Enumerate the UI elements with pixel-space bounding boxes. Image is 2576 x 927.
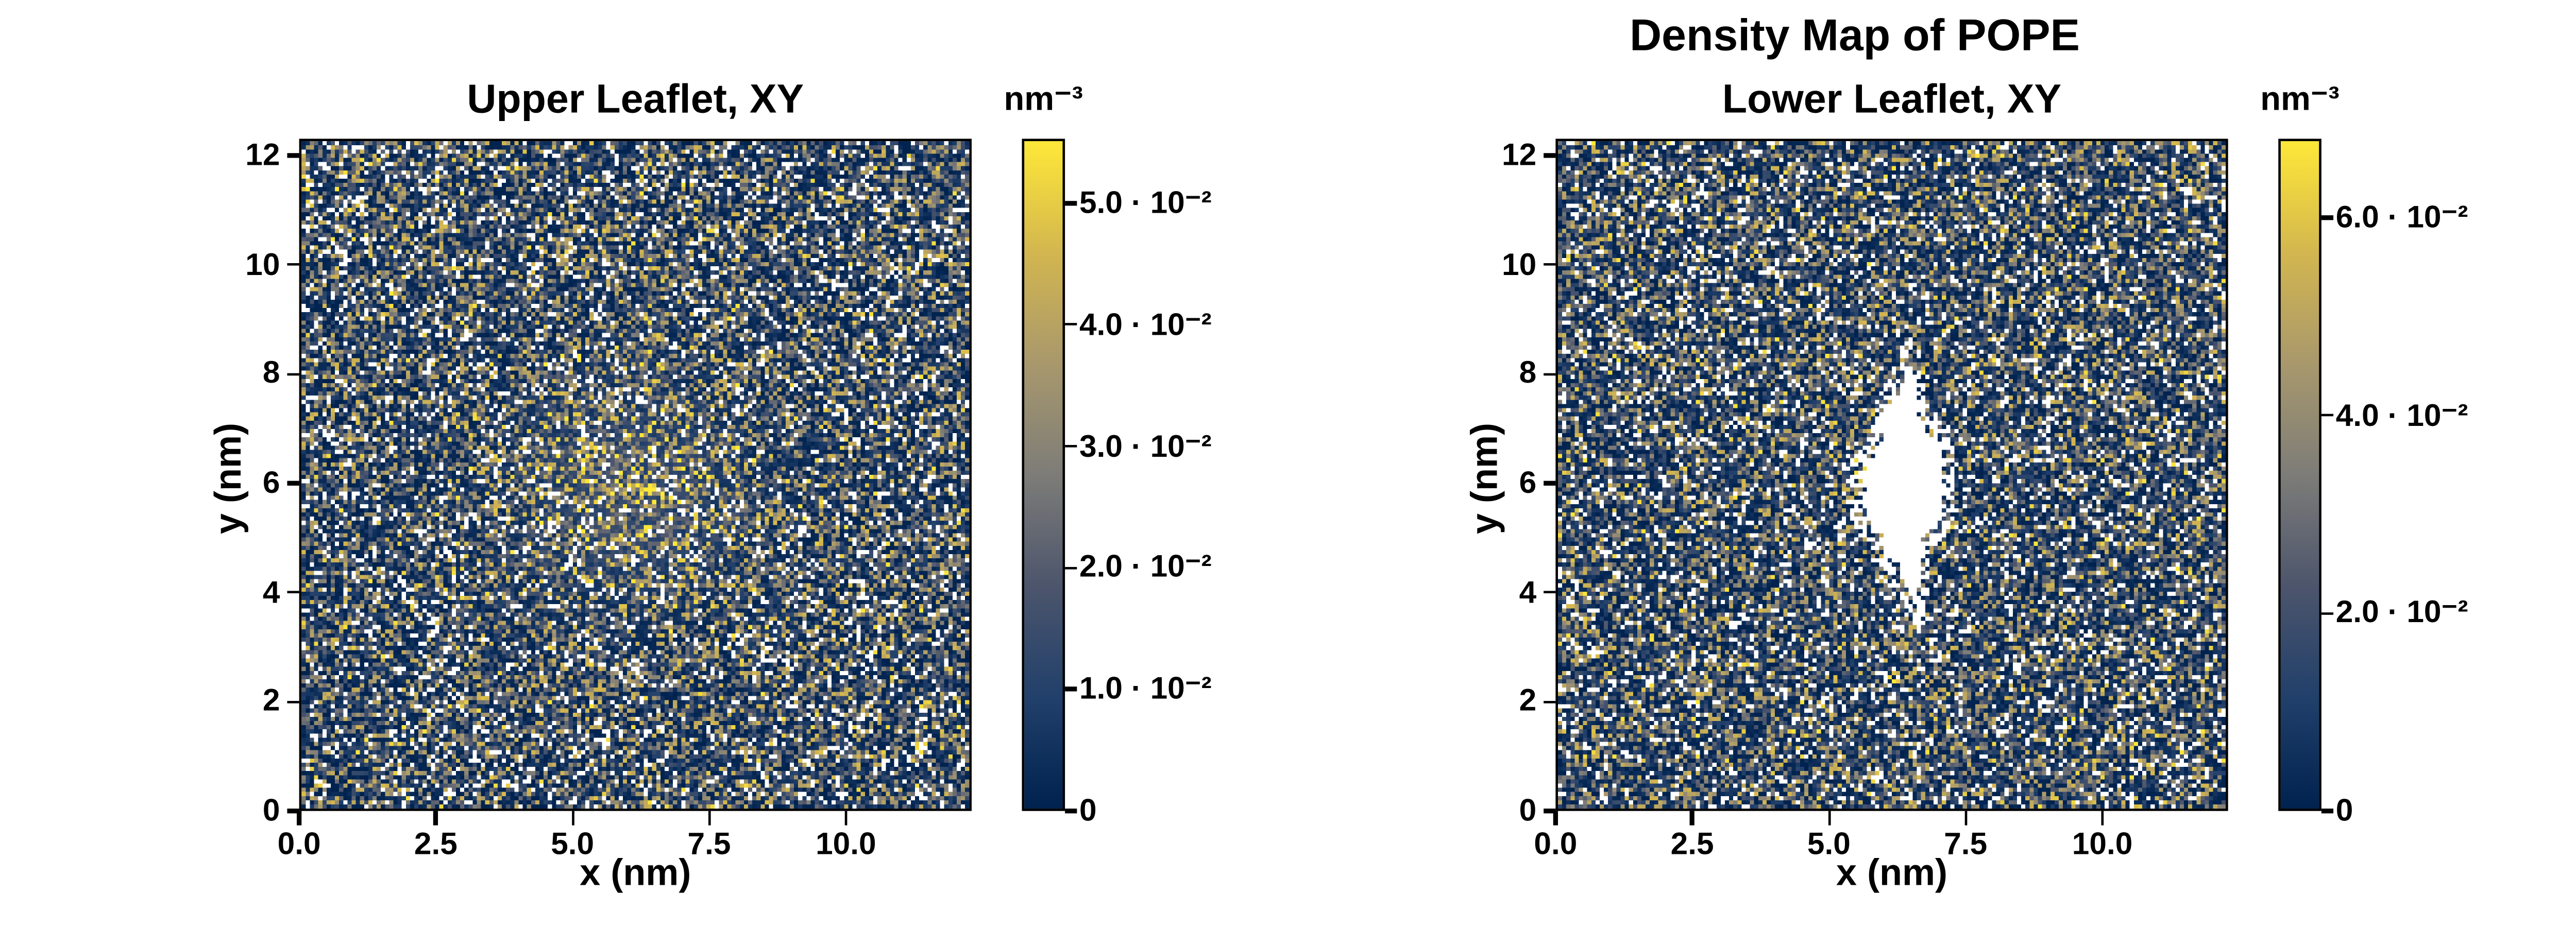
y-tick-label: 6 bbox=[262, 464, 280, 500]
panel-upper-leaflet: Upper Leaflet, XY y (nm) x (nm) nm⁻³ 0.0… bbox=[192, 0, 1316, 927]
y-tick-mark bbox=[1542, 590, 1556, 594]
x-tick-label: 7.5 bbox=[1944, 825, 1988, 862]
colorbar-tick-mark bbox=[2321, 611, 2334, 615]
y-tick-mark bbox=[286, 263, 299, 266]
x-tick-mark bbox=[434, 811, 438, 825]
colorbar-tick-mark bbox=[1065, 809, 1077, 813]
y-tick-label: 12 bbox=[245, 136, 280, 172]
y-tick-label: 2 bbox=[1519, 682, 1537, 718]
panel-title: Upper Leaflet, XY bbox=[467, 76, 804, 122]
x-tick-label: 7.5 bbox=[687, 825, 731, 862]
colorbar-tick-label: 3.0 · 10⁻² bbox=[1079, 427, 1212, 464]
colorbar-gradient bbox=[2278, 139, 2321, 811]
colorbar-tick-mark bbox=[1065, 688, 1077, 691]
colorbar-unit-label: nm⁻³ bbox=[2260, 79, 2340, 117]
x-tick-mark bbox=[297, 811, 301, 825]
y-tick-label: 0 bbox=[1519, 792, 1537, 828]
plot-area bbox=[299, 139, 972, 811]
colorbar-tick-mark bbox=[1065, 566, 1077, 570]
colorbar-tick-label: 1.0 · 10⁻² bbox=[1079, 670, 1212, 707]
x-tick-mark bbox=[844, 811, 848, 825]
colorbar-tick-label: 4.0 · 10⁻² bbox=[2335, 396, 2468, 433]
x-tick-label: 10.0 bbox=[2072, 825, 2133, 862]
x-axis-label: x (nm) bbox=[1836, 854, 1948, 895]
y-tick-mark bbox=[1542, 372, 1556, 375]
y-tick-label: 4 bbox=[1519, 573, 1537, 609]
x-tick-mark bbox=[570, 811, 574, 825]
x-axis-label: x (nm) bbox=[580, 854, 691, 895]
y-tick-mark bbox=[286, 809, 299, 813]
x-tick-label: 0.0 bbox=[1534, 825, 1578, 862]
y-tick-mark bbox=[286, 700, 299, 703]
heatmap-canvas bbox=[1558, 141, 2226, 809]
y-tick-label: 10 bbox=[1502, 245, 1537, 281]
colorbar-tick-label: 5.0 · 10⁻² bbox=[1079, 184, 1212, 220]
y-tick-label: 0 bbox=[262, 792, 280, 828]
colorbar-tick-mark bbox=[1065, 323, 1077, 327]
y-tick-mark bbox=[1542, 481, 1556, 485]
colorbar-unit-label: nm⁻³ bbox=[1004, 79, 1083, 117]
colorbar-tick-mark bbox=[2321, 216, 2334, 220]
x-tick-label: 2.5 bbox=[414, 825, 457, 862]
colorbar-tick-label: 4.0 · 10⁻² bbox=[1079, 305, 1212, 342]
colorbar-tick-label: 2.0 · 10⁻² bbox=[1079, 548, 1212, 585]
y-tick-label: 8 bbox=[1519, 354, 1537, 391]
x-tick-label: 2.5 bbox=[1670, 825, 1714, 862]
y-tick-label: 2 bbox=[262, 682, 280, 718]
y-tick-label: 4 bbox=[262, 573, 280, 609]
y-tick-mark bbox=[1542, 700, 1556, 703]
y-tick-mark bbox=[286, 153, 299, 157]
x-tick-mark bbox=[1690, 811, 1694, 825]
y-tick-label: 10 bbox=[245, 245, 280, 281]
y-tick-label: 6 bbox=[1519, 464, 1537, 500]
panel-title: Lower Leaflet, XY bbox=[1722, 76, 2062, 122]
x-tick-mark bbox=[1964, 811, 1968, 825]
y-tick-mark bbox=[286, 372, 299, 375]
heatmap-canvas bbox=[301, 141, 970, 809]
colorbar-tick-label: 0 bbox=[2335, 792, 2353, 828]
colorbar-tick-label: 6.0 · 10⁻² bbox=[2335, 198, 2468, 235]
y-tick-mark bbox=[1542, 263, 1556, 266]
colorbar-tick-mark bbox=[2321, 809, 2334, 813]
colorbar-tick-label: 0 bbox=[1079, 792, 1097, 828]
y-tick-mark bbox=[286, 590, 299, 594]
y-tick-label: 12 bbox=[1502, 136, 1537, 172]
x-tick-mark bbox=[2100, 811, 2104, 825]
figure-suptitle: Density Map of POPE bbox=[1630, 9, 2080, 60]
x-tick-mark bbox=[1827, 811, 1831, 825]
x-tick-label: 5.0 bbox=[551, 825, 595, 862]
x-tick-mark bbox=[707, 811, 711, 825]
x-tick-mark bbox=[1554, 811, 1557, 825]
colorbar-tick-mark bbox=[2321, 414, 2334, 418]
y-tick-mark bbox=[1542, 809, 1556, 813]
colorbar-tick-mark bbox=[1065, 444, 1077, 448]
x-tick-label: 0.0 bbox=[277, 825, 321, 862]
x-tick-label: 10.0 bbox=[816, 825, 876, 862]
x-tick-label: 5.0 bbox=[1807, 825, 1851, 862]
panel-lower-leaflet: Lower Leaflet, XY y (nm) x (nm) nm⁻³ 0.0… bbox=[1448, 0, 2572, 927]
colorbar-gradient bbox=[1022, 139, 1065, 811]
plot-area bbox=[1555, 139, 2228, 811]
y-tick-mark bbox=[286, 481, 299, 485]
y-tick-label: 8 bbox=[262, 354, 280, 391]
colorbar-tick-mark bbox=[1065, 201, 1077, 205]
colorbar-tick-label: 2.0 · 10⁻² bbox=[2335, 594, 2468, 630]
y-tick-mark bbox=[1542, 153, 1556, 157]
